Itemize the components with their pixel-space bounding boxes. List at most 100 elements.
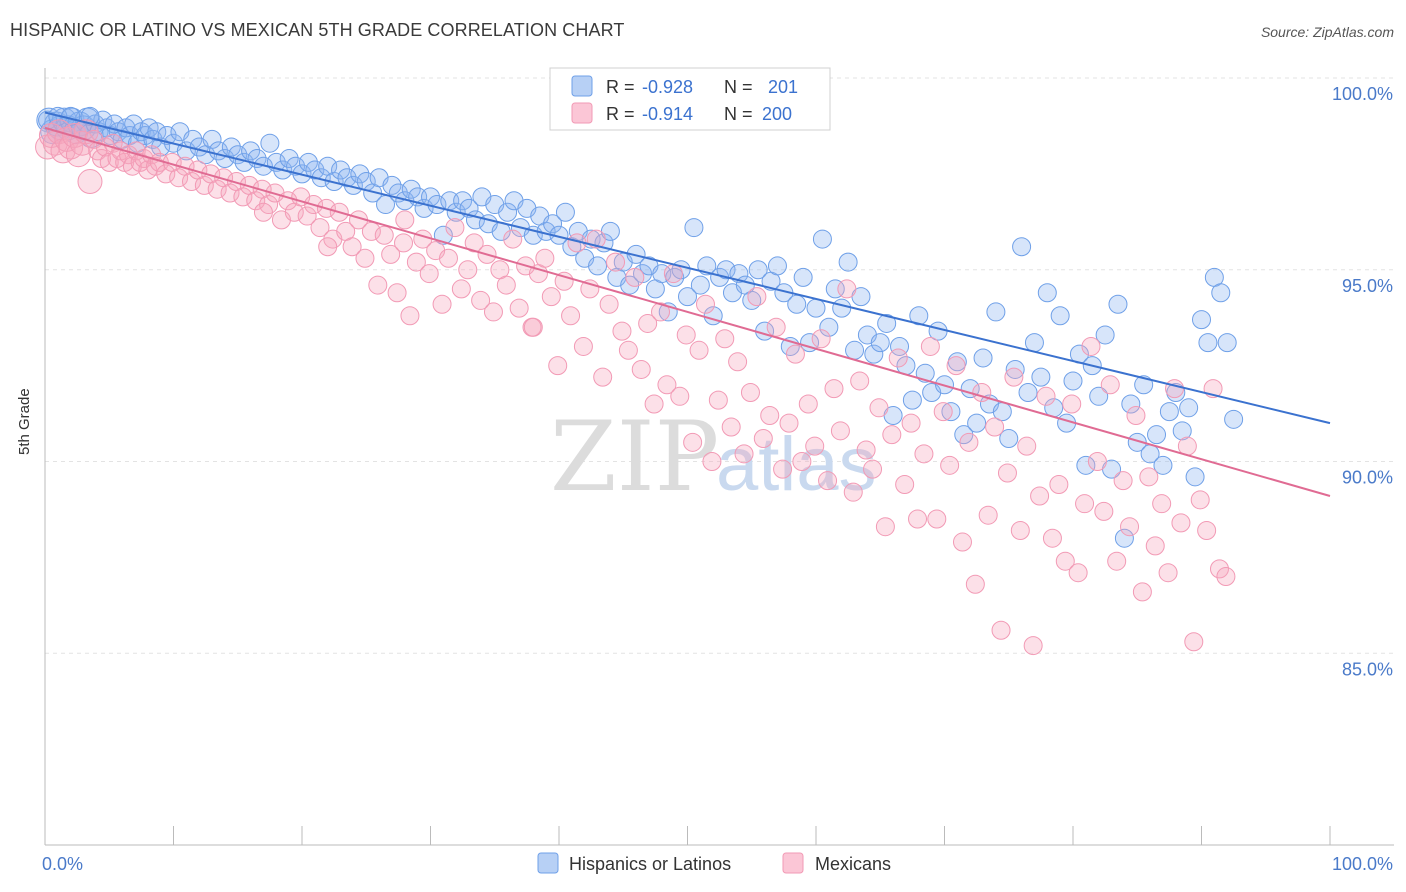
mexicans-point xyxy=(670,386,690,406)
mexicans-point xyxy=(169,168,189,188)
hispanics-point xyxy=(331,160,351,180)
mexicans-point xyxy=(77,169,103,195)
mexicans-point xyxy=(1145,536,1165,556)
mexicans-point xyxy=(471,290,491,310)
mexicans-point xyxy=(599,294,619,314)
hispanics-point xyxy=(1095,325,1115,345)
hispanics-point xyxy=(1005,359,1025,379)
hispanics-point xyxy=(902,390,922,410)
mexicans-point xyxy=(535,248,555,268)
mexicans-point xyxy=(863,459,883,479)
hispanics-point xyxy=(279,149,299,169)
mexicans-point xyxy=(1171,513,1191,533)
x-tick-label-1: 100.0% xyxy=(1332,854,1393,874)
hispanics-point xyxy=(1018,382,1038,402)
hispanics-point xyxy=(684,218,704,238)
mexicans-point xyxy=(798,394,818,414)
mexicans-point xyxy=(1075,494,1095,514)
mexicans-point xyxy=(818,471,838,491)
mexicans-point xyxy=(1017,436,1037,456)
watermark-zip: ZIP xyxy=(550,401,719,513)
hispanics-point xyxy=(298,152,318,172)
mexicans-point xyxy=(318,237,338,257)
mexicans-point xyxy=(1158,563,1178,583)
mexicans-point xyxy=(901,413,921,433)
mexicans-point xyxy=(194,175,214,195)
hispanics-point xyxy=(967,413,987,433)
hispanics-point xyxy=(382,175,402,195)
mexicans-point xyxy=(374,225,394,245)
mexicans-point xyxy=(805,436,825,456)
mexicans-point xyxy=(888,348,908,368)
mexicans-point xyxy=(1107,551,1127,571)
mexicans-point xyxy=(747,287,767,307)
hispanics-point xyxy=(819,317,839,337)
mexicans-point xyxy=(663,264,683,284)
mexicans-point xyxy=(509,298,529,318)
series-mexicans-points xyxy=(35,119,1236,656)
source-credit: Source: ZipAtlas.com xyxy=(1260,24,1394,40)
mexicans-point xyxy=(618,340,638,360)
mexicans-point xyxy=(1209,559,1229,579)
mexicans-point xyxy=(882,425,902,445)
mexicans-point xyxy=(368,275,388,295)
mexicans-point xyxy=(946,356,966,376)
mexicans-point xyxy=(464,233,484,253)
hispanics-point xyxy=(498,202,518,222)
hispanics-point xyxy=(260,133,280,153)
mexicans-point xyxy=(1030,486,1050,506)
hispanics-point xyxy=(941,402,961,422)
mexicans-point xyxy=(657,375,677,395)
hispanics-point xyxy=(555,202,575,222)
mexicans-point xyxy=(1216,567,1236,587)
mexicans-point xyxy=(1100,375,1120,395)
mexicans-point xyxy=(676,325,696,345)
mexicans-point xyxy=(991,620,1011,640)
hispanics-point xyxy=(1024,333,1044,353)
hispanics-point xyxy=(838,252,858,272)
y-tick-label-2: 95.0% xyxy=(1342,276,1393,296)
mexicans-point xyxy=(297,206,317,226)
legend-r-label-2: R = xyxy=(606,104,635,124)
mexicans-point xyxy=(1055,551,1075,571)
mexicans-point xyxy=(1184,632,1204,652)
mexicans-point xyxy=(1152,494,1172,514)
legend-n-value-2: 200 xyxy=(762,104,792,124)
legend-r-value-2: -0.914 xyxy=(642,104,693,124)
hispanics-point xyxy=(305,160,325,180)
hispanics-point xyxy=(1147,425,1167,445)
mexicans-point xyxy=(785,344,805,364)
hispanics-point xyxy=(1012,237,1032,257)
mexicans-point xyxy=(387,283,407,303)
mexicans-point xyxy=(1004,367,1024,387)
mexicans-point xyxy=(792,452,812,471)
mexicans-point xyxy=(695,294,715,314)
mexicans-point xyxy=(728,352,748,372)
mexicans-point xyxy=(400,306,420,326)
hispanics-point xyxy=(1211,283,1231,303)
hispanics-point xyxy=(1114,528,1134,548)
mexicans-point xyxy=(419,264,439,284)
hispanics-point xyxy=(1127,432,1147,452)
y-tick-label-0: 85.0% xyxy=(1342,659,1393,679)
mexicans-point xyxy=(721,417,741,437)
mexicans-point xyxy=(406,252,426,272)
mexicans-point xyxy=(824,379,844,399)
mexicans-point xyxy=(1197,521,1217,541)
mexicans-point xyxy=(1010,521,1030,541)
mexicans-point xyxy=(1113,471,1133,491)
hispanics-point xyxy=(870,333,890,353)
trend-line-2 xyxy=(44,126,1331,497)
mexicans-point xyxy=(451,279,471,299)
hispanics-point xyxy=(286,156,306,176)
mexicans-point xyxy=(850,371,870,391)
mexicans-point xyxy=(573,336,593,356)
hispanics-point xyxy=(800,333,820,353)
mexicans-point xyxy=(651,302,671,322)
hispanics-point xyxy=(652,264,672,284)
mexicans-point xyxy=(310,218,330,238)
legend-swatch-mexicans xyxy=(571,102,593,124)
bottom-legend-mexicans: Mexicans xyxy=(815,854,891,874)
axes xyxy=(44,68,1394,846)
hispanics-point xyxy=(877,313,897,333)
